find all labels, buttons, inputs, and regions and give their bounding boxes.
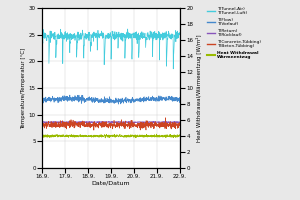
Y-axis label: Temperature/Temperatur [°C]: Temperature/Temperatur [°C] (21, 47, 26, 129)
Legend: T(Tunnel-Air)
T(Tunnel-Luft), T(Flow)
T(Vorlauf), T(Return)
T(Rücklauf), T(Concr: T(Tunnel-Air) T(Tunnel-Luft), T(Flow) T(… (205, 5, 262, 61)
Y-axis label: Heat Withdrawal/Wärmeentzug [W/m²]: Heat Withdrawal/Wärmeentzug [W/m²] (196, 34, 202, 142)
X-axis label: Date/Datum: Date/Datum (92, 181, 130, 186)
